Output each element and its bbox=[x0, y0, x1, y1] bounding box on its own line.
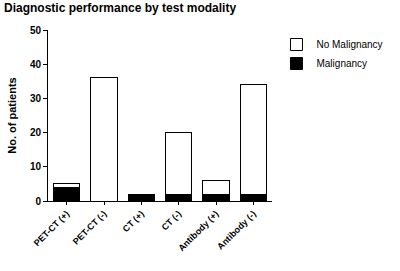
svg-text:Malignancy: Malignancy bbox=[316, 58, 367, 69]
svg-text:Diagnostic performance by test: Diagnostic performance by test modality bbox=[4, 1, 236, 15]
svg-text:CT (+): CT (+) bbox=[121, 209, 146, 234]
svg-text:CT (-): CT (-) bbox=[160, 209, 184, 233]
svg-text:20: 20 bbox=[30, 127, 42, 138]
svg-text:Antibody (+): Antibody (+) bbox=[176, 209, 220, 253]
svg-text:30: 30 bbox=[30, 93, 42, 104]
svg-text:Antibody (-): Antibody (-) bbox=[215, 209, 258, 252]
svg-text:10: 10 bbox=[30, 161, 42, 172]
svg-text:PET-CT (-): PET-CT (-) bbox=[71, 209, 109, 247]
svg-text:PET-CT (+): PET-CT (+) bbox=[32, 209, 71, 248]
svg-text:0: 0 bbox=[35, 196, 41, 207]
svg-text:40: 40 bbox=[30, 59, 42, 70]
svg-text:No Malignancy: No Malignancy bbox=[316, 39, 382, 50]
svg-text:50: 50 bbox=[30, 25, 42, 36]
svg-text:No. of patients: No. of patients bbox=[6, 77, 18, 153]
